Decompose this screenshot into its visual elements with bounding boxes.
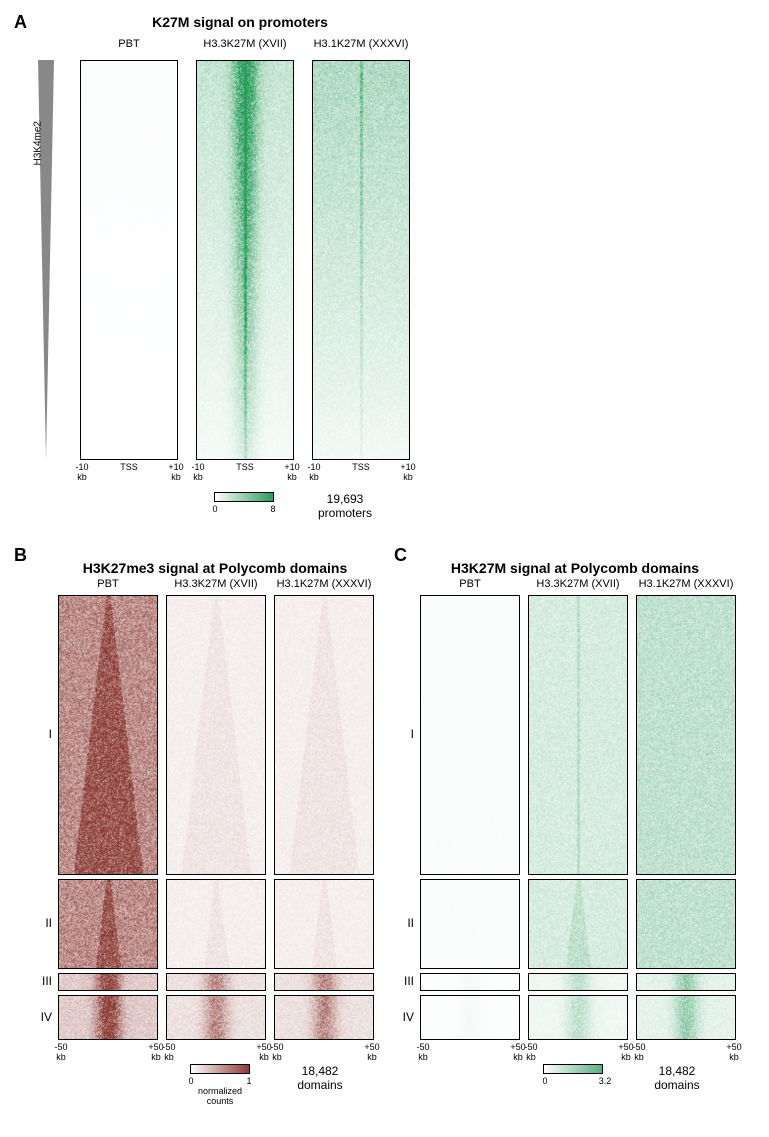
panelB-heatmap-cluster [274, 879, 374, 969]
panelB-heatmap-cluster [274, 995, 374, 1040]
panelC-heatmap-cluster [636, 879, 736, 969]
panel-c-colorbar-min: 0 [538, 1076, 552, 1086]
panel-a-heatmap [312, 60, 410, 460]
panelC-xaxis-left: -50 kb [626, 1042, 652, 1062]
panelB-heatmap-cluster [166, 879, 266, 969]
panelB-xaxis-right: +50 kb [358, 1042, 386, 1062]
panel-a-heatmap [80, 60, 178, 460]
panelC-cluster-label: III [386, 974, 414, 988]
panel-a-xaxis-right: +10 kb [396, 462, 420, 482]
panelC-col-label: H3.1K27M (XXXVI) [630, 578, 742, 590]
panelC-heatmap-cluster [528, 595, 628, 875]
panel-c-colorbar [543, 1064, 603, 1074]
panel-b-colorbar-min: 0 [184, 1076, 198, 1086]
panel-b-caption: 18,482 domains [275, 1064, 365, 1092]
panelC-heatmap-cluster [528, 995, 628, 1040]
panelB-heatmap-cluster [58, 595, 158, 875]
panelB-cluster-label: II [24, 916, 52, 930]
panelB-xaxis-left: -50 kb [156, 1042, 182, 1062]
panelC-xaxis-left: -50 kb [410, 1042, 436, 1062]
panel-b-colorbar-max: 1 [242, 1076, 256, 1086]
panelB-heatmap-cluster [166, 973, 266, 991]
panel-a-xaxis-center: TSS [231, 462, 259, 472]
panel-a-col-label: H3.3K27M (XVII) [190, 38, 300, 50]
panel-a-colorbar-max: 8 [266, 504, 280, 514]
panel-a-colorbar [214, 492, 274, 502]
panelB-cluster-label: I [24, 727, 52, 741]
panel-a-xaxis-right: +10 kb [280, 462, 304, 482]
panel-a-xaxis-center: TSS [347, 462, 375, 472]
sort-wedge-label: H3K4me2 [33, 106, 44, 166]
panelB-cluster-label: IV [24, 1010, 52, 1024]
panelC-heatmap-cluster [636, 595, 736, 875]
panelC-heatmap-cluster [420, 879, 520, 969]
panel-c-title: H3K27M signal at Polycomb domains [420, 560, 730, 576]
panel-a-title: K27M signal on promoters [100, 14, 380, 30]
panel-b-colorbar-label: normalized counts [180, 1086, 260, 1106]
panelB-heatmap-cluster [274, 973, 374, 991]
panel-a-letter: A [14, 12, 27, 33]
panel-b-colorbar [190, 1064, 250, 1074]
panelC-heatmap-cluster [636, 973, 736, 991]
panel-a-caption: 19,693 promoters [300, 492, 390, 520]
panel-a-col-label: PBT [74, 38, 184, 50]
panelC-heatmap-cluster [528, 973, 628, 991]
panelB-xaxis-left: -50 kb [264, 1042, 290, 1062]
panel-a-heatmap [196, 60, 294, 460]
panelC-xaxis-right: +50 kb [720, 1042, 748, 1062]
panel-a-col-label: H3.1K27M (XXXVI) [306, 38, 416, 50]
panelB-xaxis-left: -50 kb [48, 1042, 74, 1062]
panel-a-xaxis-left: -10 kb [302, 462, 326, 482]
panel-a-colorbar-min: 0 [208, 504, 222, 514]
panelB-heatmap-cluster [58, 879, 158, 969]
panelC-heatmap-cluster [420, 995, 520, 1040]
panelC-heatmap-cluster [420, 973, 520, 991]
panel-c-caption: 18,482 domains [632, 1064, 722, 1092]
panelB-col-label: H3.1K27M (XXXVI) [268, 578, 380, 590]
panelB-col-label: PBT [52, 578, 164, 590]
panelB-heatmap-cluster [166, 595, 266, 875]
panel-b-title: H3K27me3 signal at Polycomb domains [60, 560, 370, 576]
panelB-heatmap-cluster [58, 973, 158, 991]
panel-a-xaxis-left: -10 kb [186, 462, 210, 482]
panel-a-xaxis-right: +10 kb [164, 462, 188, 482]
panelC-col-label: H3.3K27M (XVII) [522, 578, 634, 590]
panel-c-colorbar-max: 3.2 [596, 1076, 614, 1086]
panelC-heatmap-cluster [528, 879, 628, 969]
panelC-cluster-label: II [386, 916, 414, 930]
panel-a-xaxis-left: -10 kb [70, 462, 94, 482]
panel-c-letter: C [394, 545, 407, 566]
panel-a-xaxis-center: TSS [115, 462, 143, 472]
panelC-cluster-label: IV [386, 1010, 414, 1024]
panel-b-letter: B [14, 545, 27, 566]
panelC-heatmap-cluster [420, 595, 520, 875]
panelC-xaxis-left: -50 kb [518, 1042, 544, 1062]
panelB-heatmap-cluster [58, 995, 158, 1040]
panelB-heatmap-cluster [166, 995, 266, 1040]
panelC-heatmap-cluster [636, 995, 736, 1040]
panelB-cluster-label: III [24, 974, 52, 988]
panelB-heatmap-cluster [274, 595, 374, 875]
panelC-cluster-label: I [386, 727, 414, 741]
panelC-col-label: PBT [414, 578, 526, 590]
panelB-col-label: H3.3K27M (XVII) [160, 578, 272, 590]
